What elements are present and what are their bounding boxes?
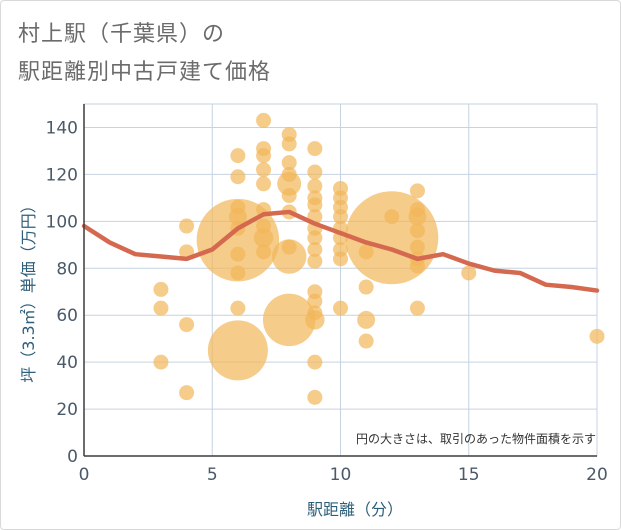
grid-lines [83, 103, 598, 457]
data-bubble [408, 207, 427, 226]
data-bubble [153, 354, 169, 370]
data-bubble [179, 317, 195, 333]
data-bubble [179, 385, 195, 401]
data-bubble [256, 162, 272, 178]
data-bubble [333, 209, 348, 225]
y-tick-label: 120 [46, 165, 78, 185]
data-bubble [409, 183, 425, 199]
data-bubble [307, 197, 323, 213]
data-bubble [253, 228, 274, 248]
data-bubble [305, 310, 325, 330]
data-bubble [256, 176, 272, 192]
data-bubble [277, 171, 302, 196]
data-bubble [230, 148, 246, 164]
trend-line-layer [81, 209, 600, 293]
y-tick-label: 40 [56, 353, 78, 373]
y-tick-label: 100 [46, 212, 78, 232]
data-bubble [409, 300, 425, 316]
x-tick-label: 20 [586, 465, 608, 485]
data-bubble [333, 300, 348, 316]
data-bubble [307, 253, 323, 269]
tick-labels: 0 20 40 60 80 100 120 140 0 5 10 15 20 [46, 118, 608, 485]
data-bubble [230, 265, 246, 281]
data-bubble [307, 230, 323, 246]
data-bubble [357, 310, 376, 329]
average-price-line [81, 209, 600, 293]
data-bubble [230, 246, 246, 262]
data-bubble [153, 281, 169, 297]
data-bubble [307, 141, 323, 157]
data-bubble [307, 241, 323, 257]
data-bubble [307, 389, 323, 405]
data-bubble [589, 328, 605, 344]
data-bubble [207, 320, 268, 381]
data-bubble [262, 293, 316, 347]
x-tick-label: 0 [79, 465, 90, 485]
x-tick-label: 15 [458, 465, 480, 485]
x-tick-label: 10 [330, 465, 352, 485]
data-bubble [271, 239, 307, 274]
data-bubble [179, 218, 195, 234]
data-bubble [461, 265, 477, 281]
data-bubble [307, 178, 323, 194]
axes-layer [83, 104, 597, 457]
data-bubble [230, 300, 246, 316]
y-tick-label: 140 [46, 118, 78, 138]
data-bubble [256, 244, 272, 260]
data-bubble [358, 279, 374, 295]
chart-title-line1: 村上駅（千葉県）の [18, 22, 226, 47]
data-bubble [153, 300, 169, 316]
data-bubble [281, 136, 297, 152]
y-axis-label: 坪（3.3㎡）単価（万円） [19, 197, 38, 382]
y-tick-label: 0 [67, 447, 78, 467]
data-bubble [256, 112, 272, 128]
data-bubble [333, 251, 348, 267]
data-bubble [358, 333, 374, 349]
y-tick-label: 80 [56, 259, 78, 279]
data-bubble [307, 164, 323, 180]
data-bubble [307, 354, 323, 370]
data-bubble [307, 293, 323, 309]
bubble-size-note: 円の大きさは、取引のあった物件面積を示す [356, 431, 596, 446]
data-bubble [281, 188, 297, 204]
data-bubble [409, 239, 425, 255]
y-tick-label: 60 [56, 306, 78, 326]
y-tick-label: 20 [56, 400, 78, 420]
x-tick-label: 5 [207, 465, 218, 485]
data-bubble [230, 169, 246, 185]
data-bubble [409, 223, 425, 239]
data-bubble [409, 258, 425, 274]
data-bubble [281, 155, 297, 171]
chart-title-line2: 駅距離別中古戸建て価格 [18, 60, 272, 85]
data-bubble [256, 148, 272, 164]
x-axis-label: 駅距離（分） [307, 500, 403, 519]
